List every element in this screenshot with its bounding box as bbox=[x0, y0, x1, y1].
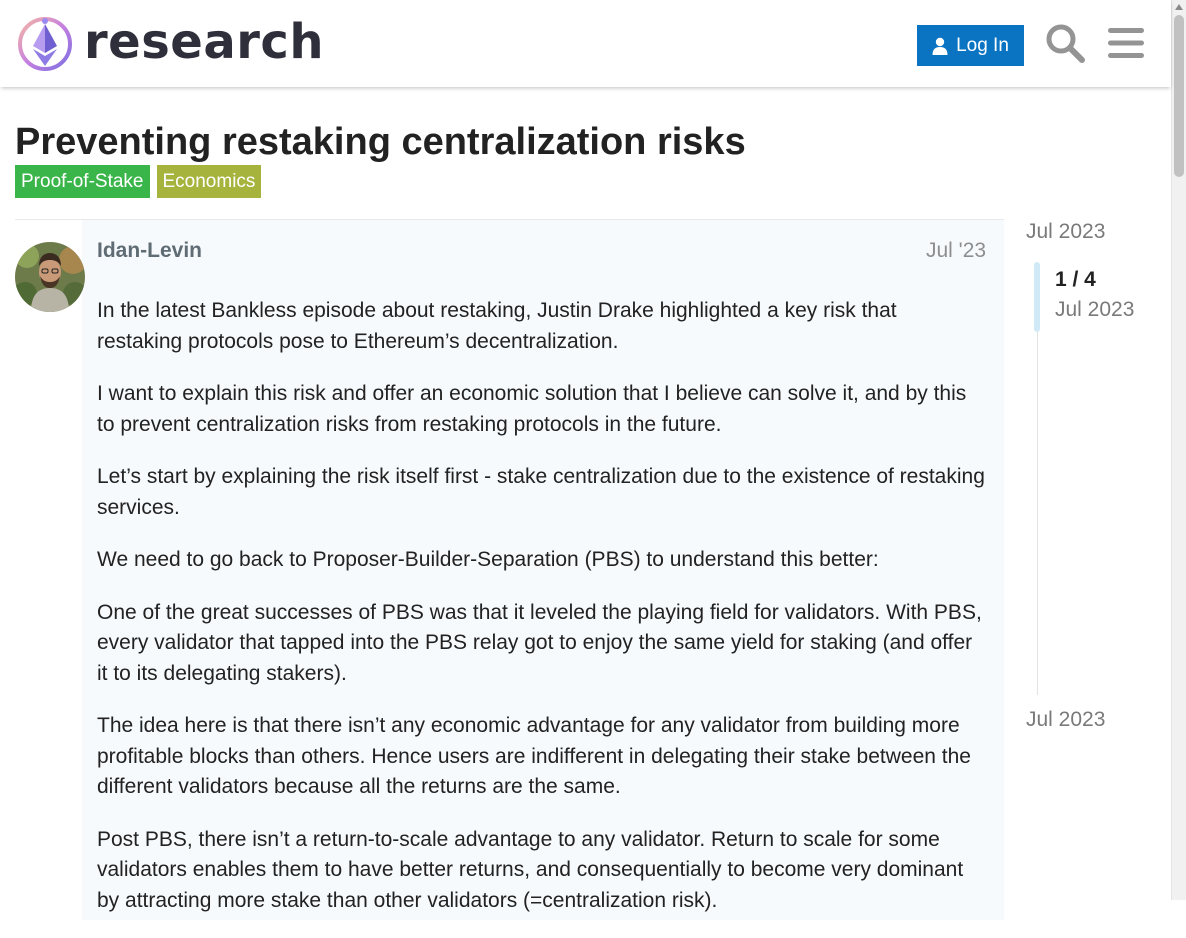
user-icon bbox=[932, 37, 948, 55]
tag-proof-of-stake[interactable]: Proof-of-Stake bbox=[15, 165, 150, 198]
ethereum-research-logo[interactable] bbox=[17, 16, 73, 72]
scroll-up-arrow-icon[interactable] bbox=[1175, 4, 1183, 10]
post-paragraph: In the latest Bankless episode about res… bbox=[97, 299, 897, 353]
topic-tags: Proof-of-Stake Economics bbox=[15, 165, 262, 198]
timeline-current-date: Jul 2023 bbox=[1055, 298, 1135, 321]
scrollbar-thumb[interactable] bbox=[1174, 15, 1184, 177]
post-paragraph: One of the great successes of PBS was th… bbox=[97, 600, 982, 685]
post-body-background bbox=[82, 220, 1004, 920]
post-content: In the latest Bankless episode about res… bbox=[97, 296, 987, 938]
site-logo-text[interactable]: research bbox=[84, 14, 325, 70]
post-author-name[interactable]: Idan-Levin bbox=[97, 239, 203, 262]
timeline-start-date[interactable]: Jul 2023 bbox=[1026, 220, 1106, 243]
post-paragraph: We need to go back to Proposer-Builder-S… bbox=[97, 548, 879, 571]
post-paragraph: Let’s start by explaining the risk itsel… bbox=[97, 465, 985, 519]
post-date[interactable]: Jul '23 bbox=[926, 239, 987, 262]
post-paragraph: Post PBS, there isn’t a return-to-scale … bbox=[97, 827, 964, 912]
post-paragraph: The idea here is that there isn’t any ec… bbox=[97, 714, 971, 798]
login-button[interactable]: Log In bbox=[917, 25, 1024, 66]
timeline-scroll-handle[interactable] bbox=[1034, 262, 1040, 332]
hamburger-menu-icon[interactable] bbox=[1107, 25, 1145, 61]
timeline-position: 1 / 4 bbox=[1055, 268, 1096, 291]
site-header: research Log In bbox=[0, 0, 1171, 87]
post-paragraph: I want to explain this risk and offer an… bbox=[97, 382, 967, 436]
topic-divider bbox=[15, 219, 1004, 220]
tag-economics[interactable]: Economics bbox=[156, 165, 262, 198]
timeline-end-date[interactable]: Jul 2023 bbox=[1026, 708, 1106, 731]
page-scrollbar[interactable] bbox=[1171, 0, 1186, 900]
author-avatar[interactable] bbox=[15, 242, 85, 312]
search-icon[interactable] bbox=[1045, 23, 1085, 63]
topic-title[interactable]: Preventing restaking centralization risk… bbox=[15, 121, 746, 163]
timeline-track[interactable] bbox=[1037, 262, 1038, 695]
login-button-label: Log In bbox=[956, 34, 1009, 56]
